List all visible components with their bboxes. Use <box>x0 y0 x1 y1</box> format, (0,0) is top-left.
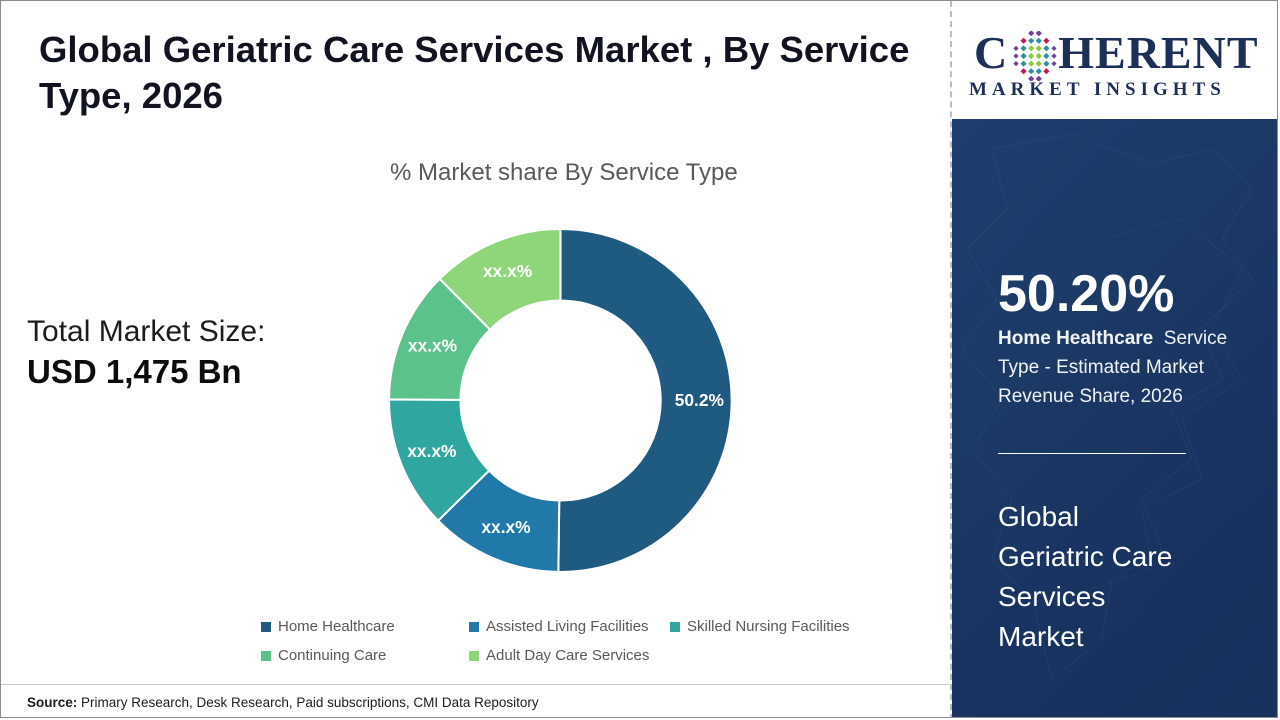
svg-text:xx.x%: xx.x% <box>407 441 456 461</box>
svg-text:xx.x%: xx.x% <box>481 517 530 537</box>
svg-text:xx.x%: xx.x% <box>408 335 457 355</box>
svg-text:xx.x%: xx.x% <box>483 261 532 281</box>
svg-text:50.2%: 50.2% <box>675 390 724 410</box>
